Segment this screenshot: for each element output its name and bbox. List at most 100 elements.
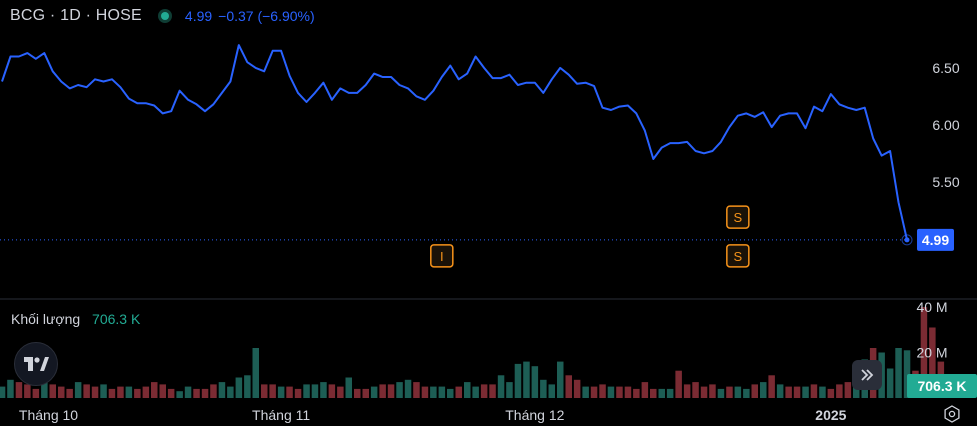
price-line-layer: 4.99 <box>0 44 954 251</box>
volume-bar <box>726 386 733 398</box>
volume-bar <box>489 384 496 398</box>
volume-tick-label: 20 M <box>916 345 947 361</box>
volume-bar <box>666 388 674 398</box>
volume-bar <box>387 384 395 398</box>
volume-bar <box>252 348 259 398</box>
volume-bar <box>303 384 310 398</box>
volume-bar <box>362 388 369 398</box>
time-tick-label: Tháng 12 <box>505 407 564 423</box>
gear-icon[interactable] <box>942 404 962 424</box>
event-markers: I S S <box>430 205 750 268</box>
volume-tick-label: 40 M <box>916 299 947 315</box>
volume-bar <box>565 375 572 398</box>
price-change: −0.37 (−6.90%) <box>218 8 315 24</box>
volume-bar <box>895 348 902 398</box>
volume-legend: Khối lượng 706.3 K <box>11 311 140 327</box>
event-marker-box <box>726 244 750 268</box>
volume-bar <box>599 384 606 398</box>
volume-bar <box>328 384 336 398</box>
volume-bar <box>590 386 598 398</box>
volume-bar <box>531 366 539 398</box>
volume-bar <box>785 386 792 398</box>
event-marker-box <box>726 205 750 229</box>
volume-bar <box>819 386 826 398</box>
volume-bar <box>709 384 716 398</box>
volume-bar <box>472 386 479 398</box>
volume-bar <box>269 384 276 398</box>
symbol-title[interactable]: BCG · 1D · HOSE <box>10 7 142 24</box>
volume-bars <box>0 307 953 398</box>
event-marker-label: I <box>440 249 444 264</box>
volume-bar <box>438 386 446 398</box>
volume-bar <box>32 388 40 398</box>
tradingview-logo-icon[interactable] <box>14 342 58 386</box>
time-tick-label: Tháng 10 <box>19 407 78 423</box>
volume-bar <box>24 384 31 398</box>
volume-bar <box>235 377 243 398</box>
volume-title: Khối lượng <box>11 311 81 327</box>
volume-bar <box>929 327 936 398</box>
volume-bar <box>218 382 226 398</box>
volume-bar <box>641 382 649 398</box>
volume-bar <box>244 375 251 398</box>
volume-bar <box>167 388 175 398</box>
volume-bar <box>607 386 615 398</box>
volume-bar <box>650 388 657 398</box>
volume-bar <box>176 391 183 398</box>
volume-bar <box>548 384 555 398</box>
volume-bar <box>633 388 640 398</box>
volume-bar <box>692 382 699 398</box>
last-price-label: 4.99 <box>922 232 949 248</box>
volume-bar <box>523 361 530 398</box>
volume-bar <box>827 388 835 398</box>
volume-bar <box>41 379 48 398</box>
last-price-badge <box>917 228 954 251</box>
volume-bar <box>853 382 860 398</box>
volume-bar <box>506 382 513 398</box>
volume-bar <box>573 379 581 398</box>
volume-bar <box>700 386 708 398</box>
volume-bar <box>802 386 809 398</box>
volume-bar <box>404 379 412 398</box>
volume-bar <box>261 384 268 398</box>
volume-bar <box>675 370 682 398</box>
volume-bar <box>7 379 14 398</box>
price-tick-label: 6.50 <box>932 60 959 76</box>
event-marker-label: S <box>734 249 743 264</box>
volume-bar <box>743 388 750 398</box>
volume-bar <box>159 384 166 398</box>
volume-bar <box>83 384 90 398</box>
volume-bar <box>370 386 378 398</box>
last-price: 4.99 <box>184 8 213 24</box>
volume-bar <box>193 388 200 398</box>
time-tick-label: Tháng 11 <box>252 407 310 423</box>
volume-bar <box>379 384 386 398</box>
volume-bar <box>125 386 133 398</box>
time-tick-label: 2025 <box>815 407 846 423</box>
double-chevron-right-icon[interactable] <box>852 360 882 390</box>
volume-bar <box>582 386 589 398</box>
volume-bar <box>201 388 209 398</box>
volume-bar <box>74 382 82 398</box>
volume-bar <box>455 386 462 398</box>
volume-bar <box>345 377 352 398</box>
volume-bar <box>15 382 23 398</box>
volume-bar <box>117 386 124 398</box>
volume-bar <box>311 384 319 398</box>
volume-bar <box>320 382 327 398</box>
volume-bar <box>557 361 564 398</box>
volume-bar <box>903 350 911 398</box>
volume-bar <box>768 375 775 398</box>
volume-bar <box>100 384 107 398</box>
volume-bar <box>396 382 403 398</box>
volume-bar <box>337 386 344 398</box>
volume-bar <box>447 388 454 398</box>
volume-bar <box>793 386 801 398</box>
volume-bar <box>760 382 767 398</box>
volume-bar <box>836 384 843 398</box>
volume-bar <box>658 388 665 398</box>
chart-header: BCG · 1D · HOSE 4.99 −0.37 (−6.90%) <box>10 6 315 26</box>
volume-bar <box>108 388 116 398</box>
volume-last-label: 706.3 K <box>917 378 966 394</box>
